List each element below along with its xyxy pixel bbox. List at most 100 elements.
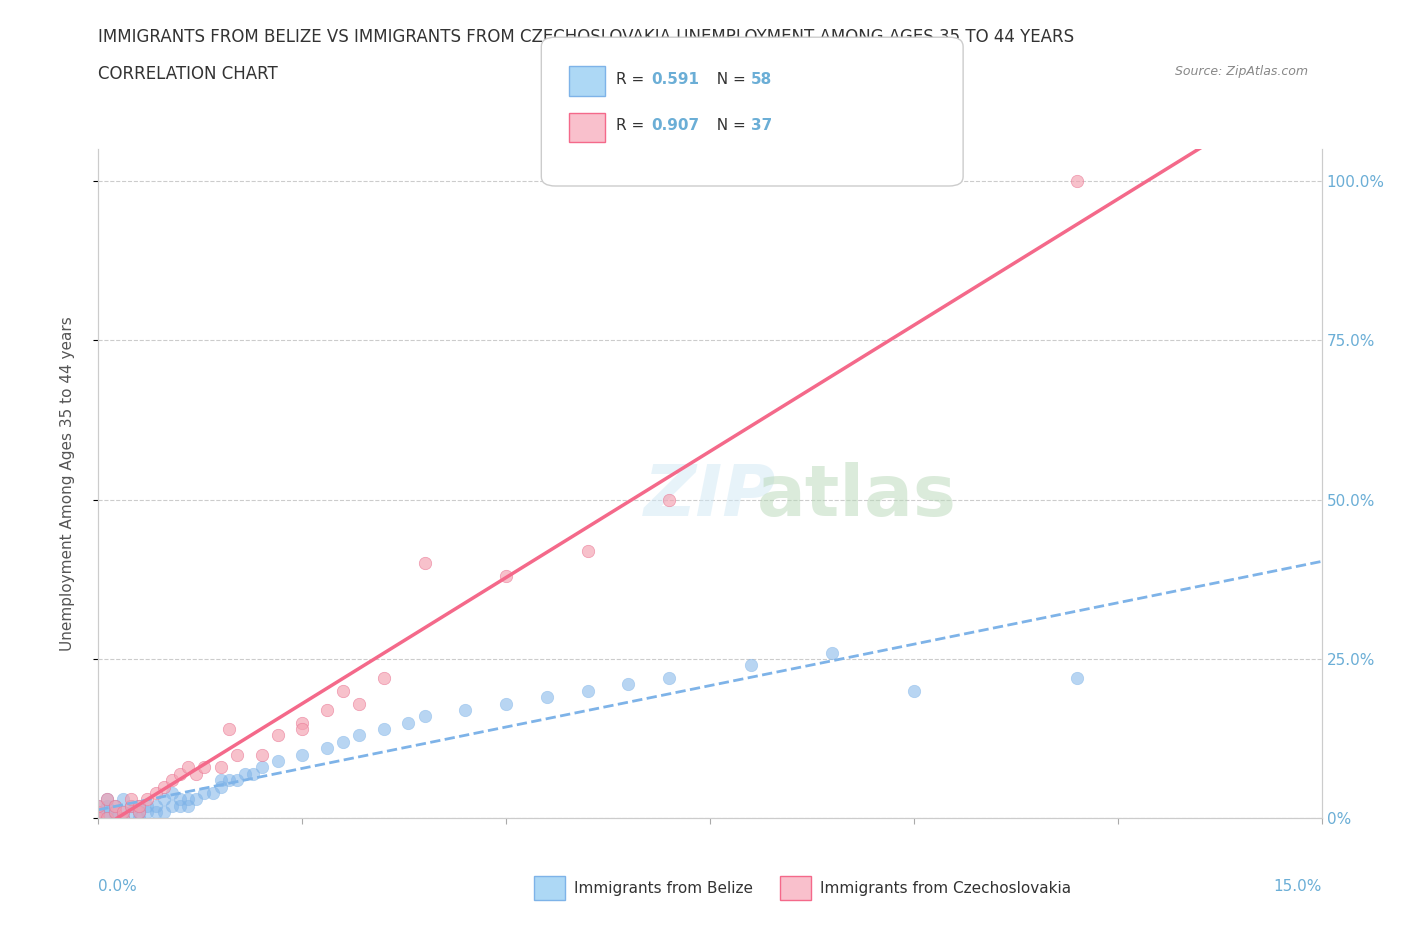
Point xyxy=(177,760,200,775)
Point xyxy=(128,804,150,819)
Point xyxy=(576,684,599,698)
Point xyxy=(111,791,134,806)
Text: R =: R = xyxy=(616,72,650,86)
Text: 0.0%: 0.0% xyxy=(98,879,138,894)
Point xyxy=(160,786,183,801)
Point xyxy=(373,722,395,737)
Point xyxy=(160,798,183,813)
Point xyxy=(169,798,191,813)
Point xyxy=(291,747,314,762)
Point xyxy=(186,766,208,781)
Point xyxy=(349,697,371,711)
Point xyxy=(413,556,436,571)
Text: N =: N = xyxy=(707,72,751,86)
Point xyxy=(740,658,762,672)
Point xyxy=(177,798,200,813)
Point xyxy=(193,786,215,801)
Text: Immigrants from Czechoslovakia: Immigrants from Czechoslovakia xyxy=(820,881,1071,896)
Point xyxy=(177,791,200,806)
Point xyxy=(250,747,273,762)
Point xyxy=(120,804,142,819)
Point xyxy=(413,709,436,724)
Point xyxy=(104,804,127,819)
Point xyxy=(96,804,118,819)
Text: 37: 37 xyxy=(751,118,772,133)
Point xyxy=(291,715,314,730)
Point xyxy=(658,671,681,685)
Point xyxy=(218,773,240,788)
Text: Immigrants from Belize: Immigrants from Belize xyxy=(574,881,752,896)
Point xyxy=(87,798,110,813)
Point xyxy=(87,811,110,826)
Point xyxy=(169,791,191,806)
Point xyxy=(152,779,174,794)
Point xyxy=(128,811,150,826)
Point xyxy=(128,798,150,813)
Point xyxy=(111,811,134,826)
Point xyxy=(209,760,232,775)
Point xyxy=(87,811,110,826)
Point xyxy=(96,791,118,806)
Point xyxy=(495,697,517,711)
Point xyxy=(373,671,395,685)
Point xyxy=(332,684,354,698)
Point xyxy=(291,722,314,737)
Point xyxy=(495,568,517,583)
Point xyxy=(1066,173,1088,188)
Point xyxy=(128,804,150,819)
Point xyxy=(111,804,134,819)
Text: Source: ZipAtlas.com: Source: ZipAtlas.com xyxy=(1174,65,1308,78)
Point xyxy=(332,735,354,750)
Y-axis label: Unemployment Among Ages 35 to 44 years: Unemployment Among Ages 35 to 44 years xyxy=(60,316,75,651)
Point xyxy=(536,690,558,705)
Text: 0.591: 0.591 xyxy=(651,72,699,86)
Point xyxy=(315,741,337,756)
Point xyxy=(145,798,167,813)
Point xyxy=(136,798,159,813)
Point xyxy=(136,791,159,806)
Point xyxy=(145,804,167,819)
Point xyxy=(169,766,191,781)
Text: atlas: atlas xyxy=(756,462,956,531)
Point xyxy=(96,791,118,806)
Point xyxy=(87,798,110,813)
Point xyxy=(104,811,127,826)
Point xyxy=(87,804,110,819)
Point xyxy=(96,798,118,813)
Text: CORRELATION CHART: CORRELATION CHART xyxy=(98,65,278,83)
Point xyxy=(120,798,142,813)
Point xyxy=(903,684,925,698)
Point xyxy=(821,645,844,660)
Point xyxy=(218,722,240,737)
Text: 58: 58 xyxy=(751,72,772,86)
Point xyxy=(87,804,110,819)
Point xyxy=(226,747,249,762)
Point xyxy=(152,804,174,819)
Text: IMMIGRANTS FROM BELIZE VS IMMIGRANTS FROM CZECHOSLOVAKIA UNEMPLOYMENT AMONG AGES: IMMIGRANTS FROM BELIZE VS IMMIGRANTS FRO… xyxy=(98,28,1074,46)
Point xyxy=(1066,671,1088,685)
Point xyxy=(152,791,174,806)
Text: 0.907: 0.907 xyxy=(651,118,699,133)
Point xyxy=(145,786,167,801)
Text: 15.0%: 15.0% xyxy=(1274,879,1322,894)
Point xyxy=(104,804,127,819)
Point xyxy=(576,543,599,558)
Point xyxy=(193,760,215,775)
Point xyxy=(209,773,232,788)
Point xyxy=(186,791,208,806)
Point xyxy=(111,811,134,826)
Point xyxy=(120,791,142,806)
Point xyxy=(226,773,249,788)
Point xyxy=(267,728,290,743)
Point xyxy=(267,753,290,768)
Text: ZIP: ZIP xyxy=(644,462,776,531)
Point xyxy=(454,702,477,717)
Point xyxy=(136,804,159,819)
Point xyxy=(233,766,256,781)
Point xyxy=(201,786,224,801)
Point xyxy=(315,702,337,717)
Point xyxy=(250,760,273,775)
Point xyxy=(617,677,640,692)
Point xyxy=(128,798,150,813)
Point xyxy=(120,798,142,813)
